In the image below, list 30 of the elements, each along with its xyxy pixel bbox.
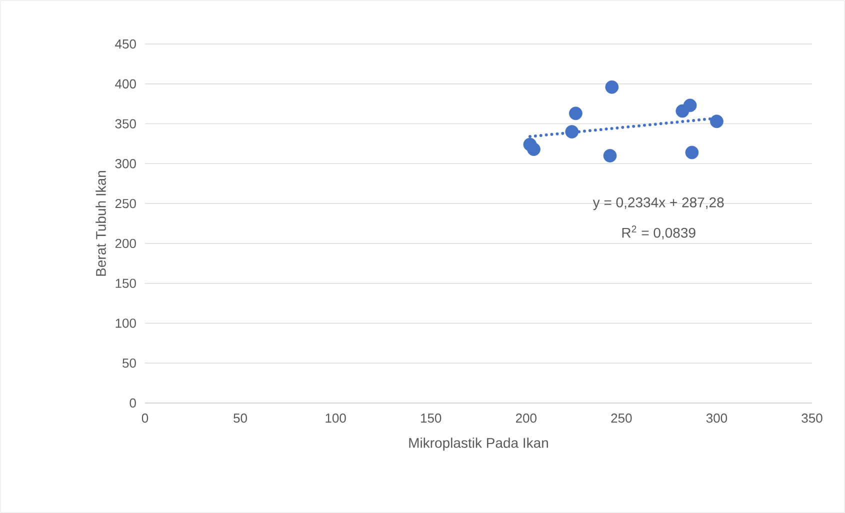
point (527, 142, 540, 156)
point (565, 125, 579, 138)
point (568, 106, 582, 120)
y-tick-label: 300 (115, 159, 136, 168)
x-axis-title: Mikroplastik Pada Ikan (409, 438, 548, 451)
point (605, 80, 619, 94)
point (710, 114, 724, 128)
y-tick-label: 400 (115, 79, 136, 88)
y-tick-label: 100 (116, 318, 136, 328)
x-tick-label: 200 (516, 414, 536, 423)
x-tick-label: 300 (706, 414, 728, 423)
y-tick-label: 450 (115, 39, 136, 49)
x-tick-label: 150 (421, 414, 442, 423)
point (603, 148, 617, 162)
y-tick-label: 250 (115, 198, 136, 208)
annotation: y = 0,2334x + 287,28 (592, 197, 724, 210)
y-tick-label: 150 (116, 278, 136, 288)
point (683, 98, 697, 112)
y-tick-label: 50 (122, 358, 136, 368)
x-tick-label: 350 (802, 414, 822, 423)
x-tick-label: 50 (234, 414, 248, 423)
y-tick-label: 0 (130, 398, 136, 408)
x-tick-label: 100 (326, 414, 346, 423)
x-tick-label: 0 (142, 414, 148, 423)
annotation: R$^{2}$ = 0,0839 (622, 226, 696, 240)
y-tick-label: 350 (115, 119, 136, 128)
point (685, 146, 699, 160)
x-tick-label: 250 (611, 414, 632, 423)
y-axis-title: Berat Tubuh Ikan (96, 170, 106, 276)
y-tick-label: 200 (115, 238, 136, 248)
